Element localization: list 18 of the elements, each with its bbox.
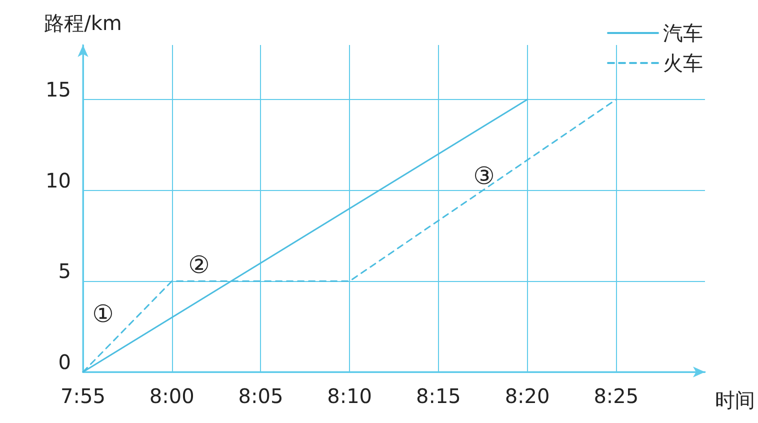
- x-tick-label: 7:55: [60, 384, 106, 408]
- legend-label: 火车: [663, 51, 703, 75]
- legend-label: 汽车: [663, 21, 703, 45]
- y-tick-label: 10: [46, 168, 71, 192]
- x-tick-label: 8:05: [238, 384, 284, 408]
- annotation: ③: [473, 162, 495, 190]
- x-tick-label: 8:25: [594, 384, 639, 408]
- x-axis-title: 时间: [715, 388, 755, 412]
- x-tick-label: 8:10: [327, 384, 372, 408]
- x-tick-label: 8:15: [416, 384, 461, 408]
- annotation: ②: [188, 251, 210, 279]
- y-tick-label: 0: [58, 350, 71, 374]
- annotation: ①: [92, 300, 114, 328]
- y-tick-label: 15: [46, 78, 71, 102]
- y-axis-title: 路程/km: [44, 11, 122, 35]
- y-tick-label: 5: [58, 259, 71, 284]
- x-tick-label: 8:00: [149, 384, 194, 408]
- x-tick-label: 8:20: [504, 384, 550, 408]
